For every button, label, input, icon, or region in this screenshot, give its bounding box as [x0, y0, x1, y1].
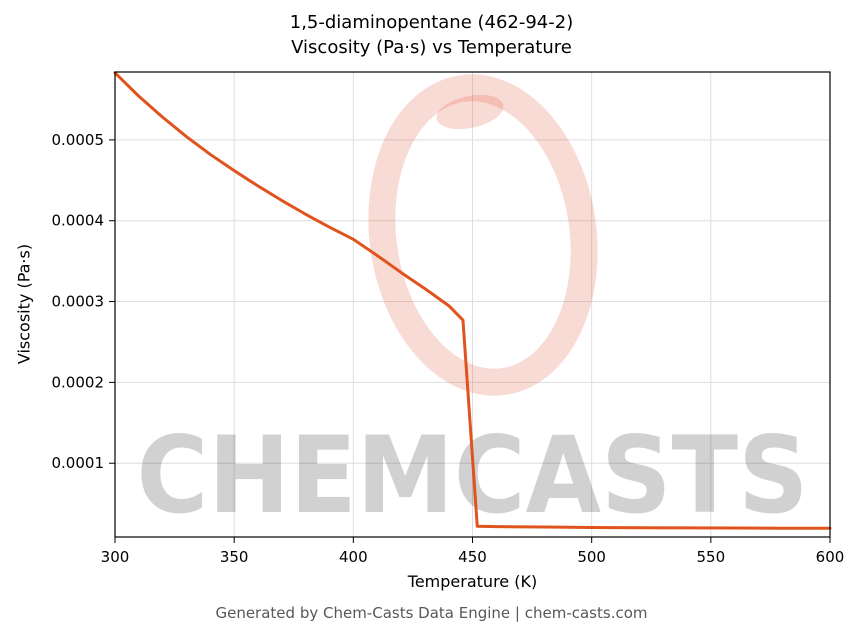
- x-tick-label: 450: [458, 548, 487, 566]
- y-tick-label: 0.0002: [52, 373, 105, 391]
- watermark-ring-icon: [368, 74, 598, 396]
- x-tick-label: 500: [577, 548, 606, 566]
- y-tick-label: 0.0001: [52, 454, 105, 472]
- y-tick-label: 0.0003: [52, 293, 105, 311]
- viscosity-line: [113, 71, 832, 530]
- x-tick-label: 600: [816, 548, 845, 566]
- x-axis-label: Temperature (K): [407, 572, 538, 591]
- x-tick-label: 300: [101, 548, 130, 566]
- chart-title-block: 1,5-diaminopentane (462-94-2) Viscosity …: [0, 10, 863, 60]
- plot-border: [114, 71, 831, 538]
- chart-subtitle: Viscosity (Pa·s) vs Temperature: [291, 37, 572, 58]
- y-tick-label: 0.0004: [52, 212, 105, 230]
- x-tick-label: 350: [220, 548, 249, 566]
- y-tick-label: 0.0005: [52, 131, 105, 149]
- chart-title: 1,5-diaminopentane (462-94-2): [289, 12, 574, 33]
- watermark-brush-icon: [436, 94, 504, 130]
- x-tick-label: 550: [697, 548, 726, 566]
- footer-attribution: Generated by Chem-Casts Data Engine | ch…: [215, 604, 648, 622]
- x-tick-label: 400: [339, 548, 368, 566]
